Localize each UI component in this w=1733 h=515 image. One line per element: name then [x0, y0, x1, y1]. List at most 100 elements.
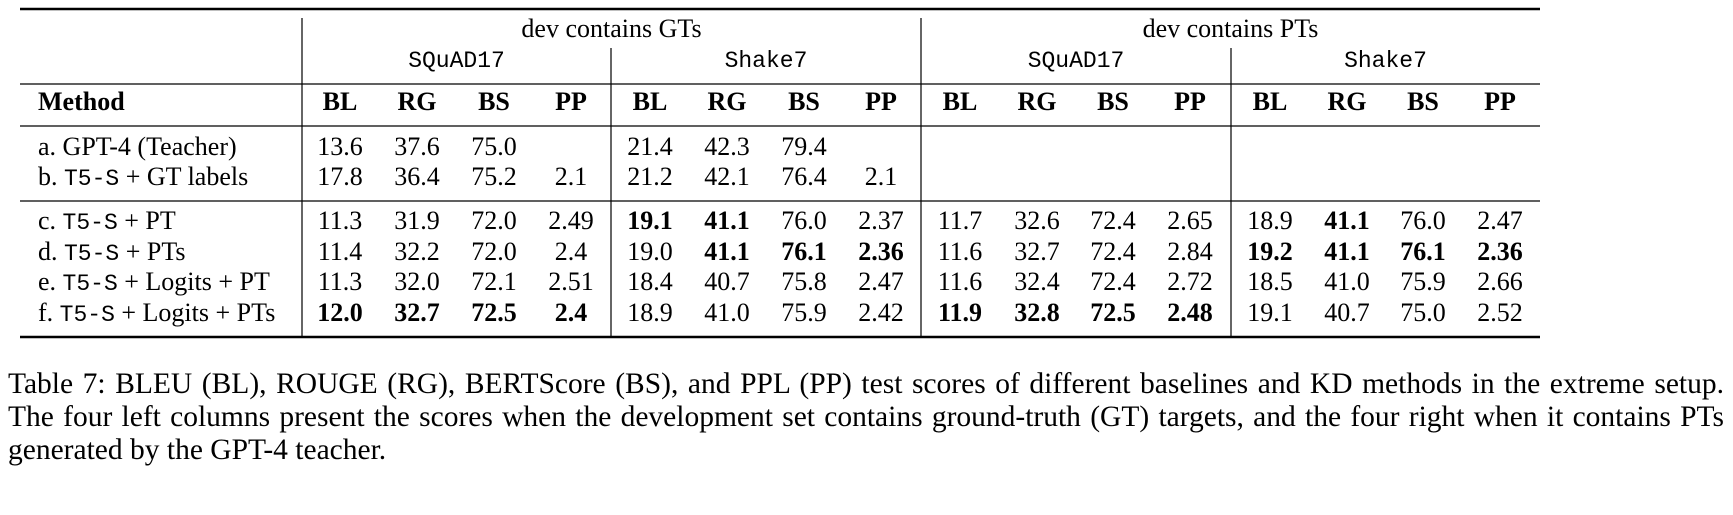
score-cell: 32.7	[1014, 237, 1060, 266]
score-cell: 18.4	[627, 267, 673, 296]
score-cell: 72.4	[1090, 237, 1136, 266]
model-name: T5-S	[63, 210, 118, 236]
score-cell: 42.3	[704, 132, 750, 161]
metric-header: BL	[633, 87, 668, 116]
method-label: b. T5-S + GT labels	[38, 162, 248, 192]
score-cell: 76.4	[781, 162, 827, 191]
score-cell: 2.42	[858, 298, 904, 327]
score-cell: 32.2	[394, 237, 440, 266]
score-cell: 41.1	[1324, 237, 1370, 266]
score-cell: 2.84	[1167, 237, 1213, 266]
metric-header: BS	[788, 87, 820, 116]
score-cell: 2.36	[858, 237, 904, 266]
score-cell: 75.9	[1400, 267, 1446, 296]
score-cell: 75.2	[471, 162, 517, 191]
score-cell: 2.52	[1477, 298, 1523, 327]
score-cell: 2.65	[1167, 206, 1213, 235]
score-cell: 11.9	[938, 298, 982, 327]
score-cell: 2.37	[858, 206, 904, 235]
score-cell: 76.1	[1400, 237, 1446, 266]
metric-header: RG	[1018, 87, 1057, 116]
results-table: dev contains GTs SQuAD17 Shake7 dev contain…	[20, 7, 1540, 339]
score-cell: 11.6	[938, 237, 983, 266]
score-cell: 2.51	[548, 267, 594, 296]
score-cell: 32.4	[1014, 267, 1060, 296]
metric-header: RG	[1328, 87, 1367, 116]
metric-header: BL	[323, 87, 358, 116]
score-cell: 19.2	[1247, 237, 1293, 266]
score-cell: 72.4	[1090, 267, 1136, 296]
score-cell: 2.4	[555, 298, 588, 327]
score-cell: 72.4	[1090, 206, 1136, 235]
dataset-header: Shake7	[1344, 48, 1427, 74]
model-name: T5-S	[63, 271, 118, 297]
score-cell: 75.8	[781, 267, 827, 296]
dataset-header: Shake7	[725, 48, 808, 74]
score-cell: 11.4	[318, 237, 363, 266]
method-name: + PTs	[126, 237, 186, 266]
model-name: GPT-4 (Teacher)	[63, 132, 237, 161]
score-cell: 2.1	[865, 162, 898, 191]
score-cell: 42.1	[704, 162, 750, 191]
metric-header: PP	[1174, 87, 1206, 116]
score-cell: 21.2	[627, 162, 673, 191]
score-cell: 75.0	[1400, 298, 1446, 327]
score-cell: 32.8	[1014, 298, 1060, 327]
score-cell: 32.0	[394, 267, 440, 296]
method-label: f. T5-S + Logits + PTs	[38, 298, 275, 328]
score-cell: 19.0	[627, 237, 673, 266]
score-cell: 32.6	[1014, 206, 1060, 235]
score-cell: 41.1	[704, 237, 750, 266]
score-cell: 11.3	[318, 267, 363, 296]
row-letter: f.	[38, 298, 53, 327]
score-cell: 18.5	[1247, 267, 1293, 296]
score-cell: 2.47	[1477, 206, 1523, 235]
score-cell: 2.4	[555, 237, 588, 266]
score-cell: 2.48	[1167, 298, 1213, 327]
score-cell: 72.0	[471, 206, 517, 235]
score-cell: 41.1	[1324, 206, 1370, 235]
caption: Table 7: BLEU (BL), ROUGE (RG), BERTScor…	[8, 368, 1724, 466]
row-letter: d.	[38, 237, 58, 266]
method-header: Method	[38, 87, 125, 116]
model-name: T5-S	[64, 166, 119, 192]
score-cell: 17.8	[317, 162, 363, 191]
score-cell: 31.9	[394, 206, 440, 235]
score-cell: 40.7	[704, 267, 750, 296]
method-name: + GT labels	[126, 162, 249, 191]
score-cell: 19.1	[627, 206, 673, 235]
score-cell: 41.1	[704, 206, 750, 235]
score-cell: 18.9	[627, 298, 673, 327]
row-letter: b.	[38, 162, 58, 191]
metric-header: RG	[708, 87, 747, 116]
score-cell: 72.0	[471, 237, 517, 266]
row-letter: e.	[38, 267, 56, 296]
score-cell: 2.47	[858, 267, 904, 296]
method-name: + PT	[124, 206, 176, 235]
score-cell: 2.72	[1167, 267, 1213, 296]
method-label: e. T5-S + Logits + PT	[38, 267, 270, 297]
metric-header: BS	[478, 87, 510, 116]
score-cell: 32.7	[394, 298, 440, 327]
metric-header: PP	[555, 87, 587, 116]
metric-header: PP	[1484, 87, 1516, 116]
score-cell: 41.0	[1324, 267, 1370, 296]
score-cell: 72.5	[471, 298, 517, 327]
score-cell: 79.4	[781, 132, 827, 161]
score-cell: 76.0	[781, 206, 827, 235]
method-label: c. T5-S + PT	[38, 206, 176, 236]
score-cell: 40.7	[1324, 298, 1370, 327]
metric-header: PP	[865, 87, 897, 116]
score-cell: 2.49	[548, 206, 594, 235]
model-name: T5-S	[64, 241, 119, 267]
score-cell: 11.3	[318, 206, 363, 235]
score-cell: 75.9	[781, 298, 827, 327]
score-cell: 12.0	[317, 298, 363, 327]
method-label: d. T5-S + PTs	[38, 237, 186, 267]
row-letter: a.	[38, 132, 56, 161]
score-cell: 18.9	[1247, 206, 1293, 235]
group-header: dev contains PTs	[1143, 14, 1319, 43]
method-label: a. GPT-4 (Teacher)	[38, 132, 237, 161]
score-cell: 72.5	[1090, 298, 1136, 327]
